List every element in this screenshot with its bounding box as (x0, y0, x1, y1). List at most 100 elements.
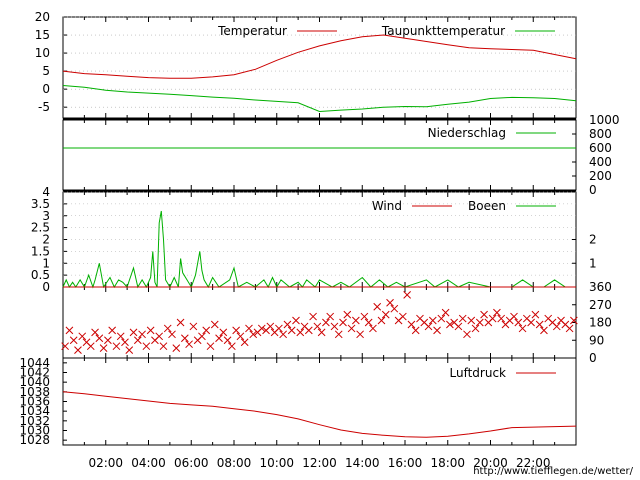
direction-marker (471, 324, 480, 333)
direction-marker (565, 324, 574, 333)
pressure-y-tick-label: 1036 (19, 395, 50, 409)
direction-marker (373, 302, 382, 311)
x-tick-label: 02:00 (88, 456, 123, 470)
direction-marker (240, 338, 249, 347)
direction-marker (322, 318, 330, 327)
direction-marker (518, 324, 527, 333)
direction-marker (309, 312, 317, 321)
direction-marker (116, 332, 125, 341)
precip-y-tick-label: 800 (589, 127, 612, 141)
direction-marker (424, 322, 433, 331)
direction-marker (304, 326, 313, 335)
x-tick-label: 20:00 (473, 456, 508, 470)
precip-y-tick-label: 600 (589, 141, 612, 155)
x-tick-label: 16:00 (388, 456, 423, 470)
direction-marker (446, 320, 454, 329)
direction-marker (69, 336, 78, 345)
direction-marker (480, 310, 488, 319)
direction-marker (129, 328, 138, 337)
direction-marker (232, 326, 240, 335)
direction-marker (351, 316, 360, 325)
direction-marker (176, 318, 185, 327)
direction-marker (215, 334, 223, 343)
direction-marker (390, 304, 399, 313)
gust-line (62, 210, 576, 289)
direction-marker (403, 291, 411, 299)
direction-marker (249, 330, 258, 339)
grid-lines (63, 16, 576, 445)
direction-marker (74, 346, 82, 354)
direction-marker (95, 334, 104, 343)
wind-y-tick-label: 4 (42, 185, 50, 199)
wind-y-tick-label: 3 (42, 209, 50, 223)
wind-y-tick-label: 1.5 (31, 244, 50, 258)
x-tick-label: 22:00 (516, 456, 551, 470)
direction-marker (411, 326, 420, 335)
direction-marker (108, 326, 117, 335)
dewpoint-line (62, 85, 577, 113)
precip-y-tick-label: 200 (589, 169, 612, 183)
legends: Temperatur Taupunkttemperatur Niederschlag… (217, 24, 556, 380)
direction-marker (454, 322, 463, 331)
precip-y-tick-label: 1000 (589, 113, 620, 127)
direction-marker (266, 322, 275, 331)
pressure-y-tick-label: 1034 (19, 404, 50, 418)
wind-y-tick-label: 0 (42, 280, 50, 294)
temp-y-tick-label: 0 (42, 82, 50, 96)
direction-marker (360, 312, 369, 321)
direction-marker (163, 324, 172, 333)
direction-marker (334, 330, 343, 339)
direction-marker (441, 308, 450, 317)
direction-marker (99, 344, 108, 352)
direction-marker (552, 322, 561, 331)
direction-marker (275, 324, 283, 333)
temp-y-tick-label: 20 (35, 10, 50, 24)
direction-marker (168, 330, 176, 339)
direction-marker (369, 324, 377, 333)
direction-marker (514, 318, 523, 327)
direction-marker (245, 324, 253, 333)
direction-marker (112, 342, 121, 351)
direction-marker (570, 316, 578, 325)
direction-marker (313, 322, 322, 331)
credit-link[interactable]: http://www.tiefflegen.de/wetter/ (473, 466, 633, 477)
pressure-line (62, 391, 577, 438)
pressure-y-tick-label: 1042 (19, 366, 50, 380)
panel-frame-4 (62, 286, 577, 359)
temp-y-tick-label: 5 (42, 64, 50, 78)
direction-marker (198, 332, 206, 341)
direction-marker (343, 310, 352, 319)
direction-marker (540, 326, 548, 335)
direction-marker (407, 320, 416, 329)
direction-marker (356, 330, 364, 339)
direction-marker (497, 314, 506, 323)
x-tick-label: 18:00 (430, 456, 465, 470)
direction-marker (347, 324, 356, 333)
x-tick-label: 14:00 (345, 456, 380, 470)
x-tick-label: 10:00 (259, 456, 294, 470)
direction-marker (386, 298, 394, 307)
direction-marker (146, 326, 155, 335)
direction-marker (206, 342, 215, 351)
direction-marker (458, 314, 467, 323)
direction-marker (189, 322, 198, 331)
pressure-y-tick-label: 1038 (19, 385, 50, 399)
direction-marker (86, 342, 95, 351)
direction-marker (155, 332, 164, 341)
direction-marker (91, 328, 99, 337)
direction-y-tick-label: 360 (589, 280, 612, 294)
direction-marker (381, 310, 390, 319)
direction-marker (488, 314, 497, 323)
wind-y-tick-label: 2.5 (31, 221, 50, 235)
temperature-line (62, 34, 577, 79)
direction-marker (185, 340, 193, 349)
direction-marker (437, 314, 446, 323)
wind-y-tick-label: 3.5 (31, 197, 50, 211)
pressure-y-tick-label: 1028 (19, 433, 50, 447)
direction-y-tick-label: 90 (589, 333, 604, 347)
x-tick-label: 04:00 (131, 456, 166, 470)
direction-marker (138, 330, 146, 339)
direction-marker (339, 318, 347, 327)
pressure-y-tick-label: 1030 (19, 424, 50, 438)
direction-marker (467, 316, 476, 325)
